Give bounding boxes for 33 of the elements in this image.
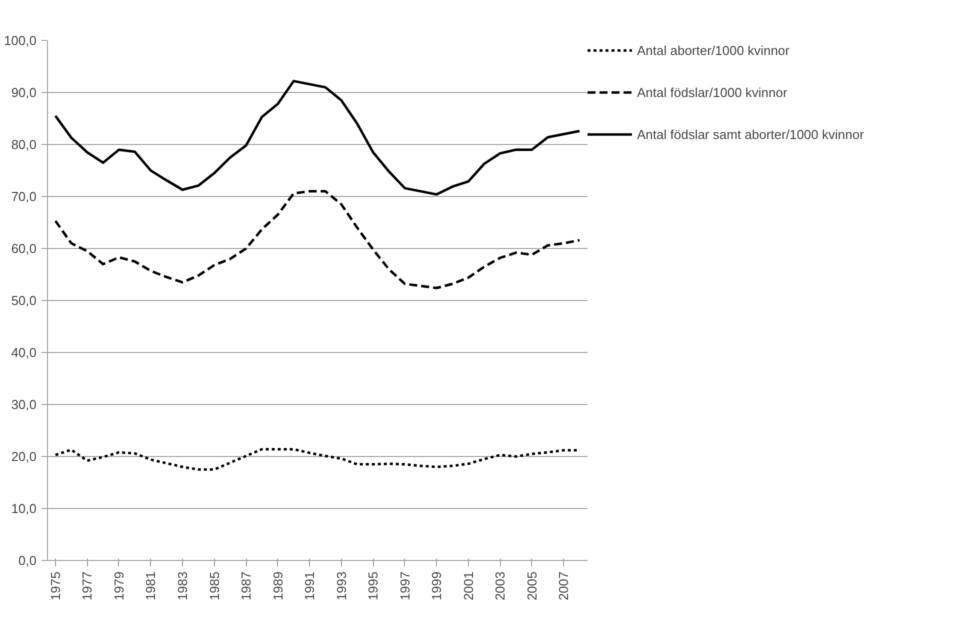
legend-label: Antal födslar samt aborter/1000 kvinnor bbox=[637, 126, 864, 142]
y-tick-label: 30,0 bbox=[11, 397, 37, 412]
y-tick-label: 0,0 bbox=[18, 553, 37, 568]
y-tick-label: 60,0 bbox=[11, 241, 37, 256]
x-tick-label: 1991 bbox=[302, 572, 318, 600]
x-tick-label: 1993 bbox=[334, 572, 349, 600]
y-tick-label: 20,0 bbox=[11, 449, 37, 464]
y-tick-label: 50,0 bbox=[11, 293, 37, 308]
x-tick-label: 1985 bbox=[206, 572, 222, 600]
line-series bbox=[54, 80, 581, 196]
x-tick-label: 2005 bbox=[524, 572, 540, 600]
y-tick-label: 70,0 bbox=[11, 189, 37, 204]
x-tick-label: 2001 bbox=[460, 572, 476, 600]
y-tick-label: 10,0 bbox=[11, 501, 37, 516]
y-tick-label: 40,0 bbox=[11, 345, 37, 360]
y-tick-label: 100,0 bbox=[4, 33, 37, 48]
x-tick-label: 2003 bbox=[492, 572, 508, 600]
x-tick-label: 1979 bbox=[111, 572, 126, 600]
x-tick-label: 1999 bbox=[429, 572, 444, 600]
legend-label: Antal aborter/1000 kvinnor bbox=[637, 42, 790, 58]
line-series bbox=[54, 190, 581, 290]
y-tick-label: 80,0 bbox=[11, 137, 37, 152]
x-tick-label: 1997 bbox=[397, 572, 412, 600]
x-tick-label: 2007 bbox=[556, 572, 572, 600]
x-tick-label: 1975 bbox=[48, 572, 63, 600]
legend-label: Antal födslar/1000 kvinnor bbox=[637, 84, 788, 100]
x-tick-label: 1983 bbox=[175, 572, 190, 600]
x-tick-label: 1977 bbox=[80, 572, 95, 600]
y-tick-label: 90,0 bbox=[11, 85, 37, 100]
x-tick-label: 1989 bbox=[270, 572, 286, 600]
x-tick-label: 1981 bbox=[143, 572, 158, 600]
x-tick-label: 1987 bbox=[238, 572, 254, 600]
x-tick-label: 1995 bbox=[366, 572, 381, 600]
